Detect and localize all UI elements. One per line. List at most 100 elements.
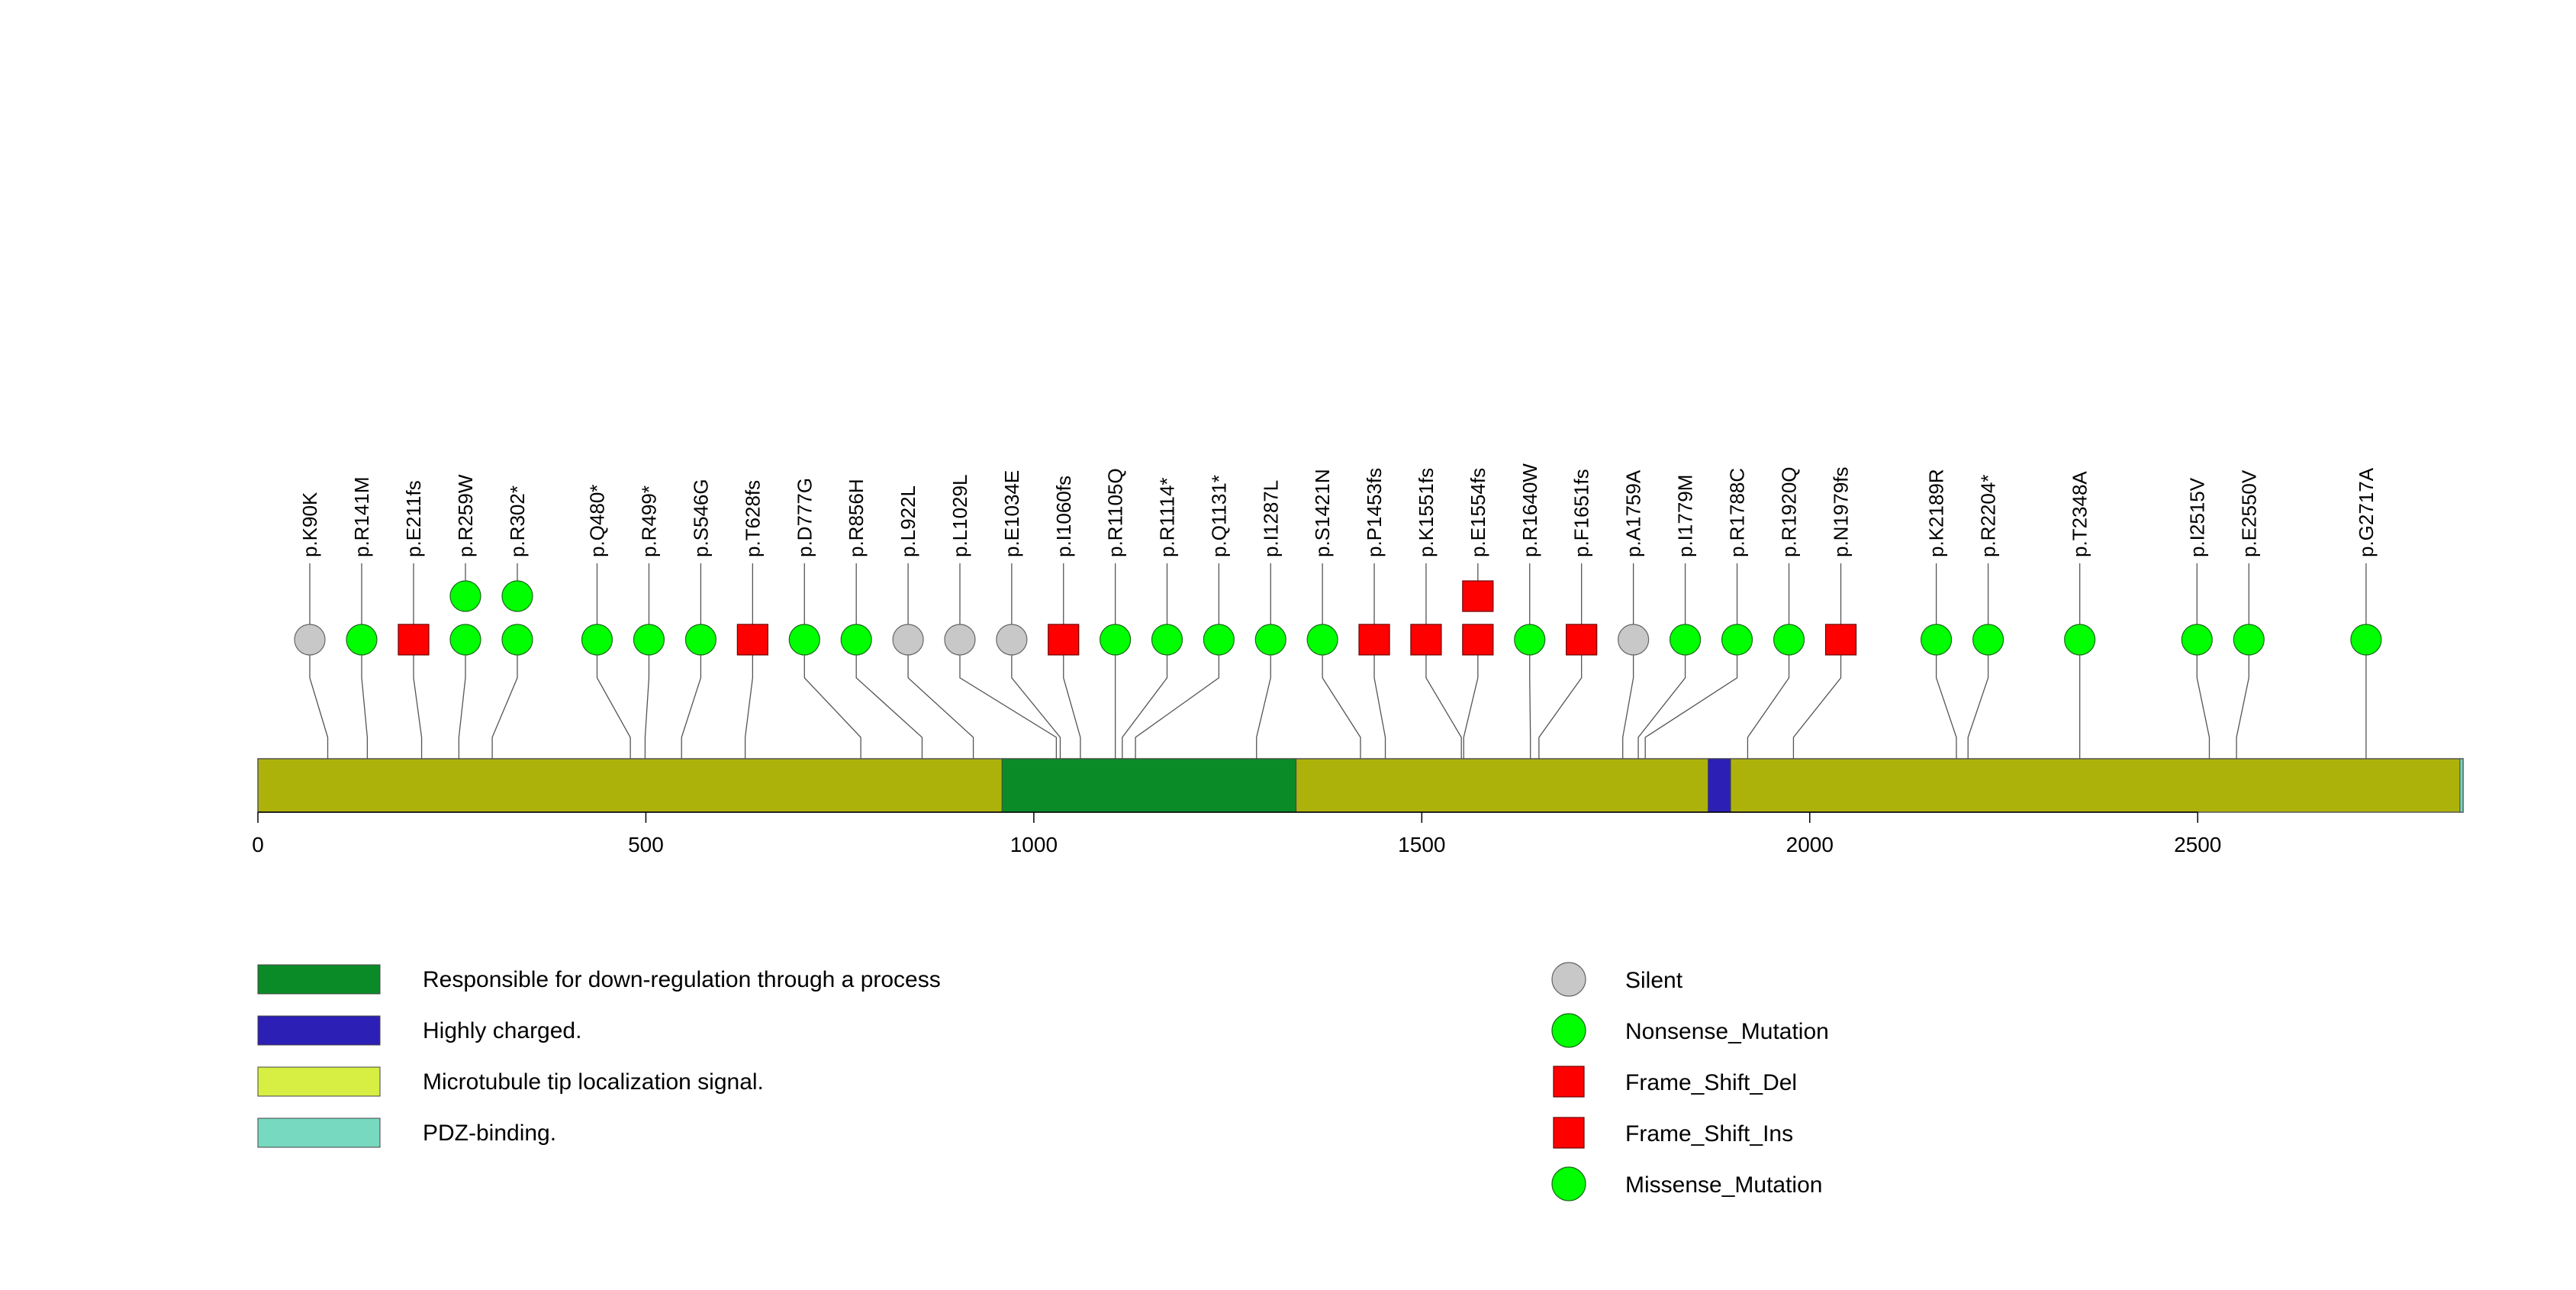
mutation-label: p.R259W [454,474,477,557]
marker-nonsense-mutation[interactable] [1972,624,2004,656]
mutation-legend-swatch [1551,1013,1586,1048]
marker-nonsense-mutation[interactable] [501,624,533,656]
connector-line [1747,640,1790,759]
connector-line [1792,640,1842,759]
connector-line [1463,640,1479,759]
domain-legend-swatch [257,1117,381,1148]
connector-line [413,640,423,759]
mutation-label: p.R1114* [1156,477,1179,557]
mutation-label: p.K1551fs [1415,468,1438,557]
marker-silent[interactable] [944,624,976,656]
mutation-label: p.R141M [350,477,373,558]
connector-line [907,640,974,759]
connector-line [1122,640,1168,759]
marker-missense-mutation[interactable] [1669,624,1702,656]
mutation-label: p.E2550V [2237,469,2260,557]
connector-line [596,640,631,759]
marker-frame-shift-del[interactable] [1358,624,1390,656]
marker-missense-mutation[interactable] [1721,624,1753,656]
domain-legend-label: PDZ-binding. [423,1121,556,1146]
connector-line [803,640,861,759]
marker-missense-mutation[interactable] [2181,624,2213,656]
marker-missense-mutation[interactable] [840,624,872,656]
marker-missense-mutation[interactable] [684,624,717,656]
connector-line [855,640,923,759]
domain-2 [2459,758,2464,813]
mutation-legend-label: Frame_Shift_Ins [1625,1121,1793,1146]
marker-missense-mutation[interactable] [1514,624,1546,656]
mutation-label: p.L922L [897,485,919,557]
mutation-legend-swatch [1553,1066,1585,1098]
domain-0 [1001,758,1297,813]
mutation-label: p.E1034E [1000,470,1023,557]
connector-line [1011,640,1061,759]
marker-missense-mutation[interactable] [2064,624,2096,656]
mutation-label: p.Q480* [585,485,608,557]
mutation-label: p.E1554fs [1467,468,1489,557]
marker-nonsense-mutation[interactable] [501,580,533,612]
mutation-label: p.K90K [298,492,321,557]
mutation-label: p.I1287L [1259,480,1282,557]
connector-line [1644,640,1738,759]
marker-missense-mutation[interactable] [449,580,481,612]
marker-missense-mutation[interactable] [788,624,820,656]
connector-line [491,640,518,759]
marker-frame-shift-del[interactable] [1410,624,1442,656]
marker-frame-shift-del[interactable] [1462,580,1494,612]
domain-legend-label: Highly charged. [423,1018,581,1043]
connector-line [1322,640,1361,759]
x-axis: 0 500 1000 1500 2000 2500 [252,811,2221,856]
marker-frame-shift-del[interactable] [736,624,768,656]
mutation-legend-label: Frame_Shift_Del [1625,1070,1797,1095]
marker-missense-mutation[interactable] [2233,624,2265,656]
mutation-legend-label: Silent [1625,968,1683,993]
connector-line [1063,640,1081,759]
mutation-type-legend: Silent Nonsense_Mutation Frame_Shift_Del Fr… [1551,962,1829,1201]
marker-nonsense-mutation[interactable] [581,624,613,656]
connector-line [1967,640,1989,759]
marker-nonsense-mutation[interactable] [1151,624,1183,656]
marker-missense-mutation[interactable] [1773,624,1805,656]
connector-line [1935,640,1957,759]
marker-nonsense-mutation[interactable] [633,624,665,656]
marker-silent[interactable] [1618,624,1650,656]
marker-missense-mutation[interactable] [449,624,481,656]
marker-frame-shift-del[interactable] [398,624,430,656]
domain-legend-label: Microtubule tip localization signal. [423,1069,764,1095]
mutation-label: p.R1788C [1726,468,1749,557]
connector-line [1373,640,1386,759]
connector-line [1538,640,1583,759]
marker-missense-mutation[interactable] [1100,624,1132,656]
x-tick-label: 0 [252,833,264,856]
connector-line [1529,640,1531,759]
marker-frame-shift-del[interactable] [1566,624,1598,656]
connector-line [744,640,754,759]
mutation-label: p.N1979fs [1830,466,1853,557]
marker-frame-shift-del[interactable] [1048,624,1080,656]
marker-silent[interactable] [294,624,326,656]
marker-missense-mutation[interactable] [2350,624,2382,656]
marker-missense-mutation[interactable] [1920,624,1953,656]
mutation-label: p.S1421N [1311,469,1334,557]
connector-line [1425,640,1462,759]
mutation-label: p.T2348A [2069,471,2091,557]
marker-frame-shift-del[interactable] [1462,624,1494,656]
marker-silent[interactable] [996,624,1028,656]
mutation-label: p.A1759A [1622,469,1645,557]
marker-frame-shift-del[interactable] [1824,624,1857,656]
mutation-label: p.I1779M [1674,475,1697,557]
mutation-label: p.R1920Q [1778,466,1801,557]
mutation-label: p.R302* [506,485,529,557]
mutation-label: p.R1640W [1518,463,1541,557]
marker-missense-mutation[interactable] [346,624,378,656]
connector-line [2196,640,2211,759]
marker-nonsense-mutation[interactable] [1203,624,1235,656]
marker-silent[interactable] [892,624,924,656]
marker-missense-mutation[interactable] [1254,624,1286,656]
mutation-legend-swatch [1551,1166,1586,1201]
connector-line [1135,640,1220,759]
mutation-label: p.R1105Q [1104,468,1127,557]
connector-line [1622,640,1634,759]
marker-missense-mutation[interactable] [1306,624,1338,656]
x-tick-label: 500 [628,833,664,856]
